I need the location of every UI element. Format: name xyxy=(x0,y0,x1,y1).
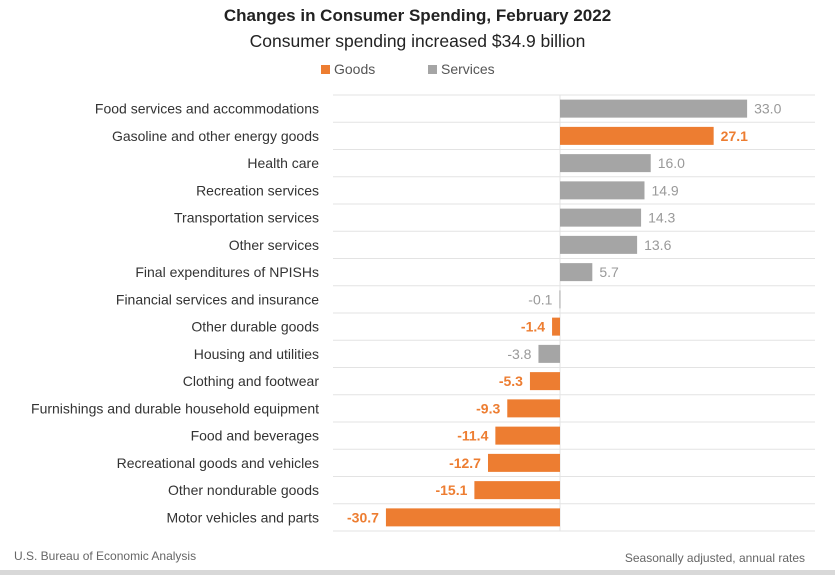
bar-services xyxy=(560,181,645,200)
data-label: -15.1 xyxy=(435,482,467,498)
category-label: Recreation services xyxy=(196,182,319,198)
bar-goods xyxy=(529,372,560,391)
category-label: Furnishings and durable household equipm… xyxy=(31,400,319,416)
category-label: Financial services and insurance xyxy=(116,291,319,307)
category-label: Other durable goods xyxy=(191,319,319,335)
data-label: -11.4 xyxy=(457,428,488,444)
data-label: 5.7 xyxy=(599,264,619,280)
legend-label-goods: Goods xyxy=(334,61,376,77)
category-label: Housing and utilities xyxy=(194,346,319,362)
category-label: Health care xyxy=(247,155,319,171)
source-note: U.S. Bureau of Economic Analysis xyxy=(14,549,197,563)
category-label: Food and beverages xyxy=(191,428,319,444)
data-label: 13.6 xyxy=(644,237,671,253)
bar-services xyxy=(560,263,593,282)
data-label: 27.1 xyxy=(721,128,748,144)
data-label: 16.0 xyxy=(658,155,685,171)
chart-title: Changes in Consumer Spending, February 2… xyxy=(223,6,612,25)
bar-services xyxy=(559,290,561,309)
data-label: -1.4 xyxy=(521,319,545,335)
bottom-border xyxy=(0,570,835,575)
category-label: Other services xyxy=(229,237,319,253)
bar-services xyxy=(538,344,560,363)
legend-swatch-goods xyxy=(321,64,330,74)
data-label: -3.8 xyxy=(507,346,531,362)
bar-services xyxy=(560,154,651,173)
data-label: -12.7 xyxy=(449,455,481,471)
category-label: Recreational goods and vehicles xyxy=(117,455,319,471)
data-label: -30.7 xyxy=(347,509,379,525)
category-label: Other nondurable goods xyxy=(168,482,319,498)
rates-note: Seasonally adjusted, annual rates xyxy=(624,551,805,565)
category-label: Final expenditures of NPISHs xyxy=(135,264,319,280)
data-label: -0.1 xyxy=(528,291,552,307)
bar-goods xyxy=(495,426,560,445)
chart-subtitle: Consumer spending increased $34.9 billio… xyxy=(249,31,586,51)
category-label: Gasoline and other energy goods xyxy=(112,128,319,144)
category-label: Food services and accommodations xyxy=(95,101,319,117)
bar-services xyxy=(560,99,748,118)
bar-services xyxy=(560,208,642,227)
bar-goods xyxy=(560,126,714,145)
data-label: 33.0 xyxy=(754,101,781,117)
legend-label-services: Services xyxy=(441,61,495,77)
bar-goods xyxy=(385,508,560,527)
data-label: -5.3 xyxy=(499,373,523,389)
bar-goods xyxy=(507,399,560,418)
category-label: Clothing and footwear xyxy=(183,373,320,389)
category-label: Transportation services xyxy=(174,210,319,226)
bar-goods xyxy=(552,317,560,336)
bar-services xyxy=(560,235,638,254)
category-label: Motor vehicles and parts xyxy=(166,509,319,525)
bar-goods xyxy=(487,453,560,472)
bar-goods xyxy=(474,481,560,500)
data-label: 14.3 xyxy=(648,210,675,226)
legend-services: Services xyxy=(428,61,495,77)
data-label: 14.9 xyxy=(651,182,678,198)
legend-swatch-services xyxy=(428,64,437,74)
legend-goods: Goods xyxy=(321,61,375,77)
data-label: -9.3 xyxy=(476,400,500,416)
